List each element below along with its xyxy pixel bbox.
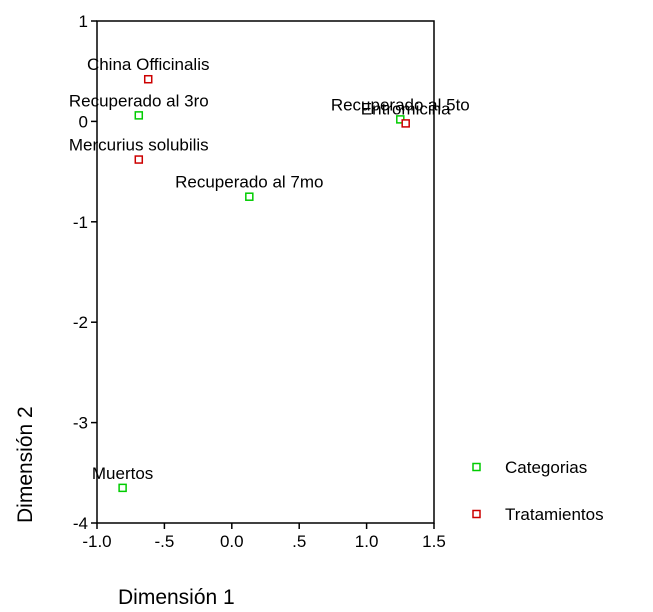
plot-frame [96, 20, 435, 524]
point-label: Mercurius solubilis [69, 136, 209, 155]
point-label: Entromicina [361, 99, 451, 118]
x-tick-label: -1.0 [82, 532, 111, 551]
point-label: Recuperado al 3ro [69, 91, 209, 110]
x-tick-label: -.5 [154, 532, 174, 551]
y-tick-label: -4 [73, 514, 88, 533]
legend-marker [472, 462, 481, 472]
x-tick-label: .5 [292, 532, 306, 551]
axis-ticks: 1 0 -1 -2 -3 -4-1.0 -.5 0.0 .5 1.0 1.5 [73, 12, 446, 551]
y-tick-label: 1 [79, 12, 88, 31]
legend-marker [472, 509, 481, 519]
data-point [143, 74, 153, 84]
y-tick-label: -2 [73, 313, 88, 332]
point-label: Recuperado al 5to [331, 95, 470, 114]
data-point [401, 119, 410, 128]
y-axis-title: Dimensión 2 [14, 406, 37, 523]
y-tick-label: -1 [73, 213, 88, 232]
point-label: China Officinalis [87, 55, 210, 74]
y-tick-label: -3 [73, 414, 88, 433]
x-axis-title: Dimensión 1 [118, 586, 235, 609]
y-tick-label: 0 [79, 112, 88, 131]
data-points: Recuperado al 3ro Recuperado al 5to Recupe… [69, 55, 470, 493]
x-tick-label: 1.0 [355, 532, 379, 551]
x-tick-label: 0.0 [220, 532, 244, 551]
data-point [245, 192, 254, 201]
legend: Categorias Tratamientos [472, 458, 604, 524]
legend-label: Categorias [505, 458, 587, 477]
point-label: Recuperado al 7mo [175, 173, 323, 192]
point-label: Muertos [92, 464, 153, 483]
legend-label: Tratamientos [505, 505, 604, 524]
data-point [118, 483, 127, 493]
data-point [134, 111, 144, 120]
data-point [134, 155, 144, 164]
x-tick-label: 1.5 [422, 532, 446, 551]
